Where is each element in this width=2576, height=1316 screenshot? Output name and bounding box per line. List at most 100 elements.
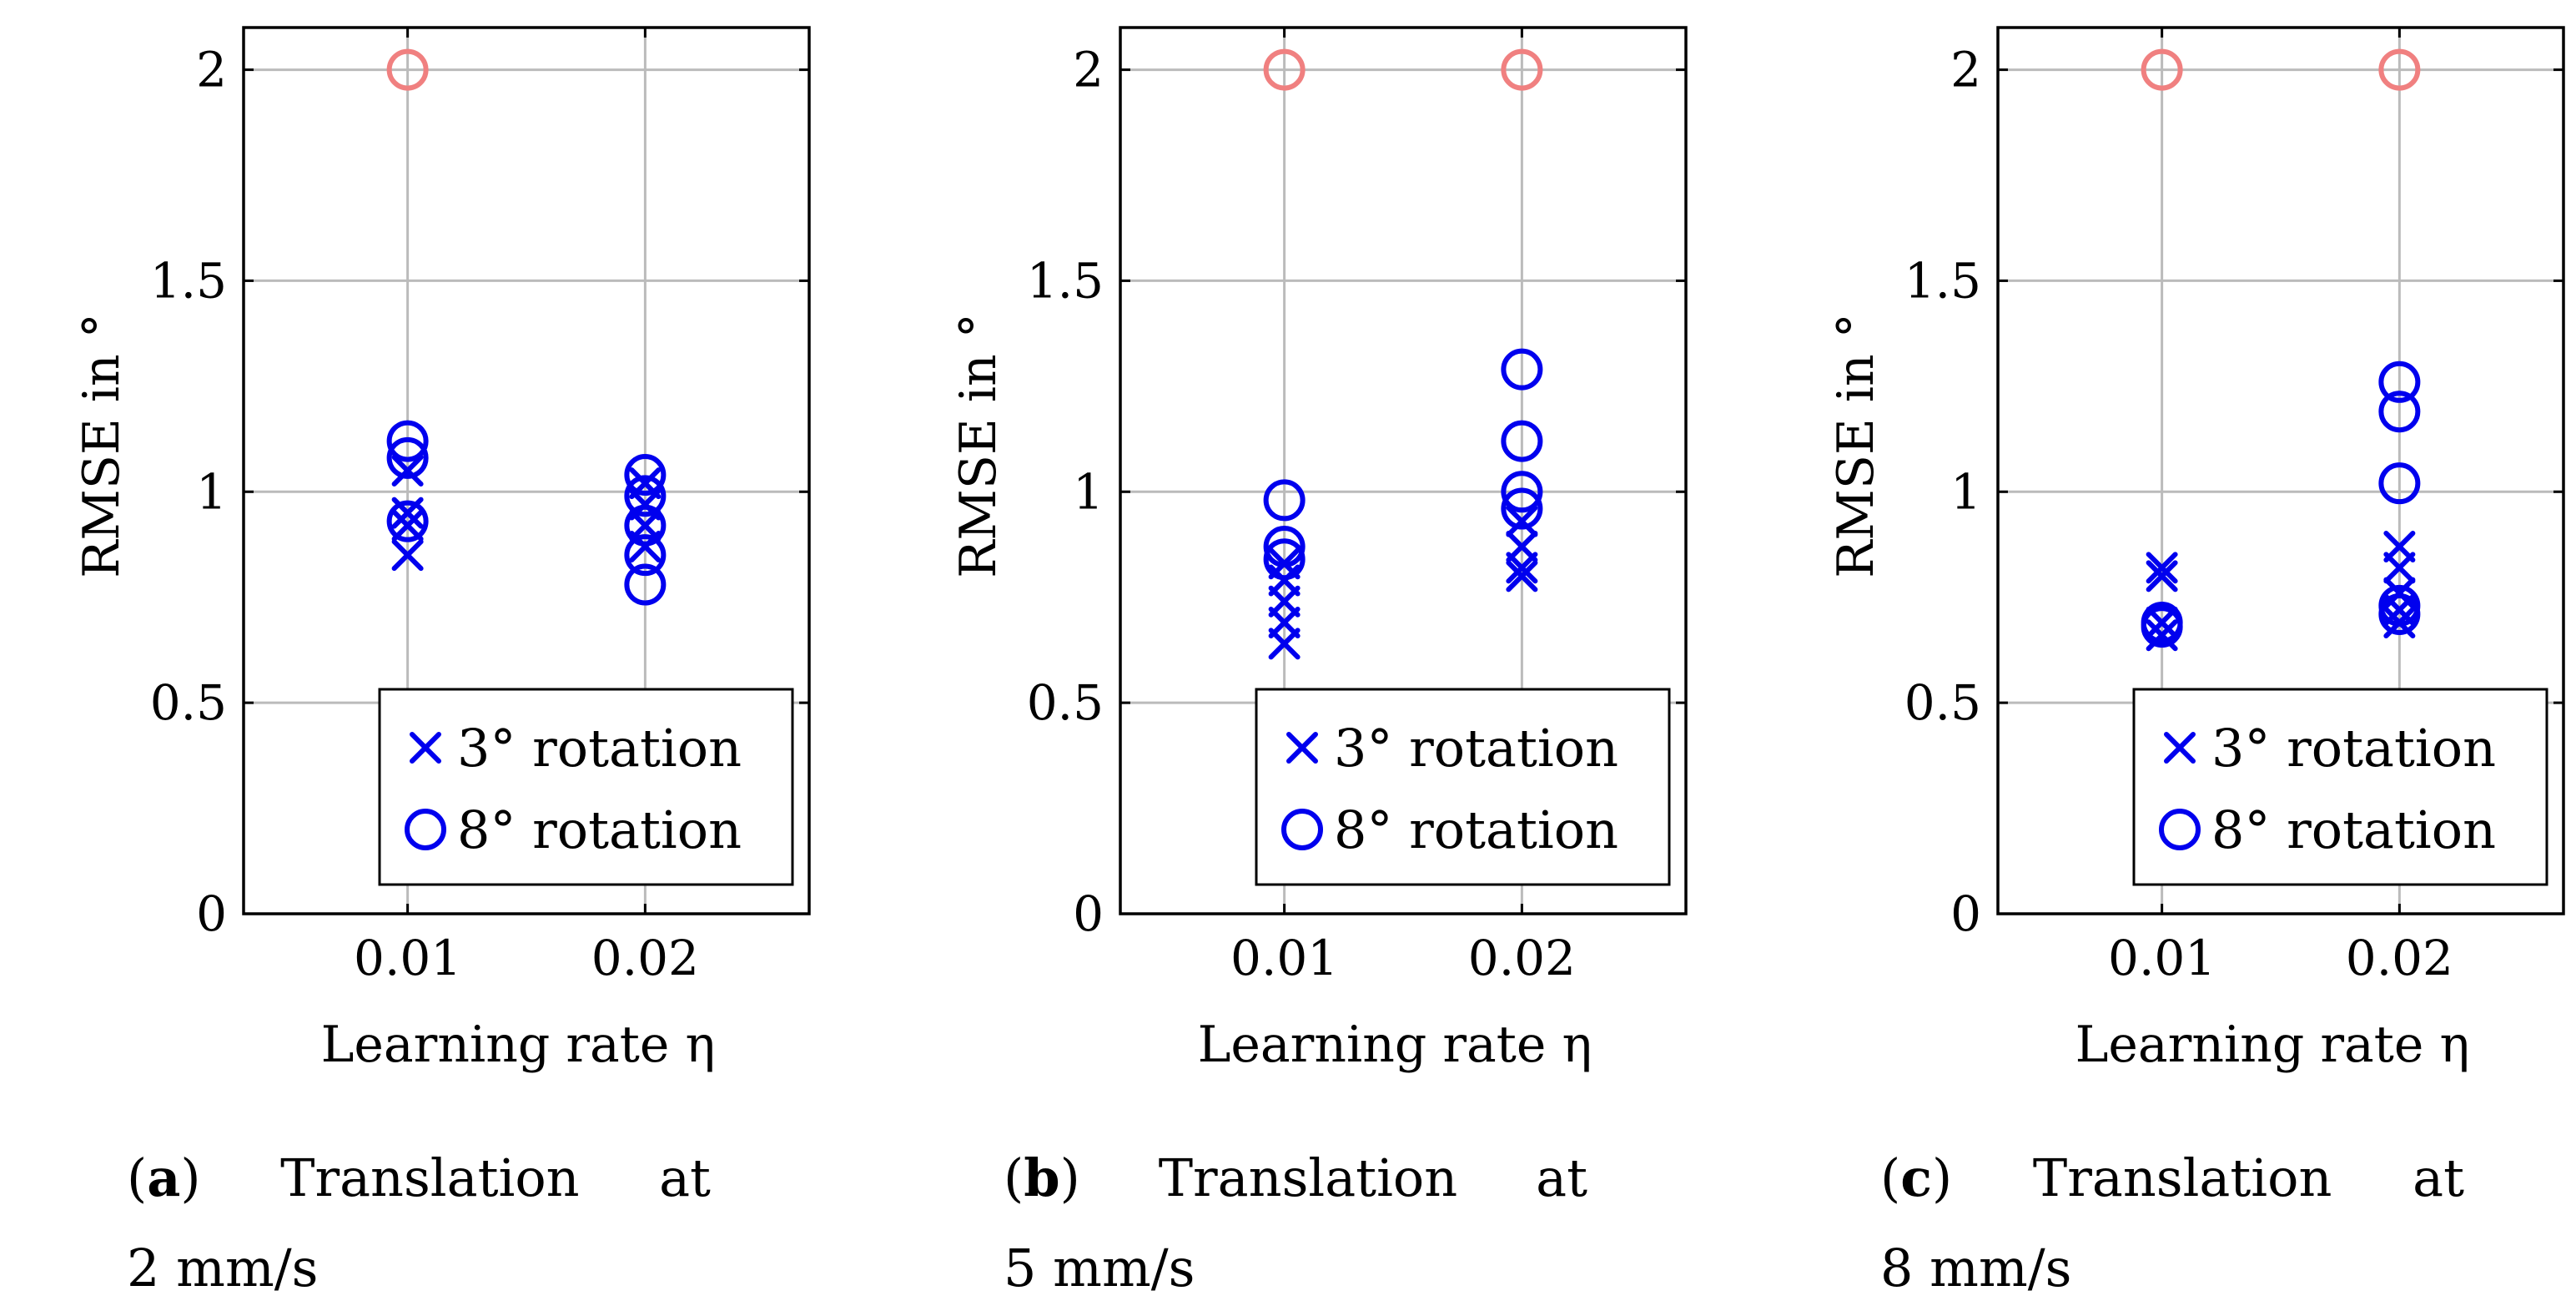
- data-point-x: [2146, 607, 2178, 639]
- marker-stroke: [2383, 577, 2416, 609]
- caption-label: c: [1900, 1147, 1932, 1208]
- data-point-x: [391, 455, 424, 487]
- legend-label: 8° rotation: [1334, 799, 1618, 860]
- series-8-rotation: [386, 420, 667, 606]
- data-point-circle: [386, 420, 429, 462]
- series-outlier: [2141, 48, 2421, 91]
- y-tick-label: 2: [1950, 42, 1981, 98]
- data-point-circle: [1501, 348, 1543, 391]
- data-point-circle: [624, 534, 667, 577]
- caption-label: a: [147, 1147, 181, 1208]
- marker-stroke: [2146, 552, 2178, 584]
- outlier-point: [2378, 48, 2421, 91]
- marker-stroke: [2146, 607, 2178, 639]
- y-tick-label: 1: [1950, 463, 1981, 520]
- x-tick-label: 0.02: [1468, 930, 1576, 986]
- y-tick-label: 0.5: [1027, 674, 1104, 731]
- y-axis-label: RMSE in °: [949, 313, 1008, 578]
- x-tick-label: 0.02: [2346, 930, 2453, 986]
- data-point-x: [2146, 560, 2178, 592]
- y-tick-label: 0.5: [1904, 674, 1981, 731]
- legend-marker-x: [410, 732, 441, 764]
- series-3-rotation: [2146, 531, 2416, 652]
- y-tick-label: 2: [196, 42, 227, 98]
- y-tick-label: 1: [196, 463, 227, 520]
- marker-stroke: [2146, 560, 2178, 592]
- x-tick-label: 0.01: [2108, 930, 2216, 986]
- data-point-x: [1506, 531, 1538, 563]
- data-point-x: [2383, 531, 2416, 563]
- data-point-x: [2146, 552, 2178, 584]
- caption-at: at: [2412, 1147, 2464, 1208]
- data-point-circle: [2141, 602, 2183, 644]
- marker-stroke: [1506, 531, 1538, 563]
- caption-text: Translation: [1158, 1147, 1458, 1208]
- legend-label: 3° rotation: [2211, 718, 2496, 779]
- caption-speed: 5 mm/s: [1004, 1238, 1195, 1298]
- caption-a: (a) Translation at 2 mm/s: [127, 1133, 711, 1313]
- legend: 3° rotation 8° rotation: [1255, 688, 1671, 886]
- caption-speed: 8 mm/s: [1880, 1238, 2072, 1298]
- caption-b: (b) Translation at 5 mm/s: [1004, 1133, 1587, 1313]
- data-point-circle: [386, 436, 429, 479]
- outlier-point: [1263, 48, 1306, 91]
- legend-box: [2132, 688, 2548, 886]
- outlier-point: [1501, 48, 1543, 91]
- y-axis-label: RMSE in °: [73, 313, 131, 578]
- legend-marker-circle: [405, 809, 446, 850]
- caption-c: (c) Translation at 8 mm/s: [1880, 1133, 2464, 1313]
- series-outlier: [386, 48, 429, 91]
- data-point-circle: [1263, 526, 1306, 568]
- series-8-rotation: [2141, 361, 2421, 648]
- outlier-point: [2141, 48, 2183, 91]
- x-tick-label: 0.01: [354, 930, 461, 986]
- legend-box: [378, 688, 794, 886]
- y-tick-label: 0: [1950, 885, 1981, 942]
- series-8-rotation: [1263, 348, 1543, 581]
- marker-stroke: [1506, 560, 1538, 592]
- caption-text: Translation: [2032, 1147, 2332, 1208]
- series-outlier: [1263, 48, 1543, 91]
- x-axis-label: Learning rate η: [321, 1016, 716, 1074]
- marker-stroke: [2383, 531, 2416, 563]
- marker-stroke: [1286, 732, 1318, 764]
- y-tick-label: 2: [1073, 42, 1104, 98]
- data-point-circle: [1501, 471, 1543, 513]
- legend-marker-x: [2164, 732, 2196, 764]
- x-tick-label: 0.01: [1230, 930, 1338, 986]
- data-point-x: [391, 509, 424, 542]
- caption-label: b: [1024, 1147, 1060, 1208]
- data-point-x: [2383, 577, 2416, 609]
- data-point-x: [1506, 505, 1538, 537]
- data-point-x: [1506, 560, 1538, 592]
- x-axis-label: Learning rate η: [2075, 1016, 2470, 1074]
- chart-panel-b: 0 0.5 1 1.5 2 0.01 0.02 Learning rate η RMSE in …: [949, 26, 1688, 1074]
- legend-label: 8° rotation: [457, 799, 742, 860]
- data-point-circle: [2378, 361, 2421, 403]
- legend-box: [1255, 688, 1671, 886]
- data-point-circle: [624, 504, 667, 547]
- y-tick-label: 0: [196, 885, 227, 942]
- series-3-rotation: [391, 455, 662, 572]
- y-tick-label: 1.5: [1904, 252, 1981, 309]
- chart-panel-c: 0 0.5 1 1.5 2 0.01 0.02 Learning rate η RMSE in …: [1827, 26, 2565, 1074]
- data-point-circle: [386, 500, 429, 542]
- y-tick-label: 1: [1073, 463, 1104, 520]
- data-point-circle: [1501, 487, 1543, 530]
- legend: 3° rotation 8° rotation: [378, 688, 794, 886]
- data-point-circle: [1501, 420, 1543, 462]
- y-tick-label: 1.5: [1027, 252, 1104, 309]
- legend-marker-circle: [1281, 809, 1323, 850]
- marker-stroke: [391, 539, 424, 572]
- y-tick-label: 0: [1073, 885, 1104, 942]
- y-tick-label: 0.5: [150, 674, 227, 731]
- caption-at: at: [1536, 1147, 1587, 1208]
- outlier-point: [386, 48, 429, 91]
- marker-stroke: [2164, 732, 2196, 764]
- marker-stroke: [391, 455, 424, 487]
- data-point-circle: [2378, 462, 2421, 505]
- caption-at: at: [659, 1147, 711, 1208]
- data-point-circle: [1263, 479, 1306, 522]
- data-point-circle: [2378, 584, 2421, 627]
